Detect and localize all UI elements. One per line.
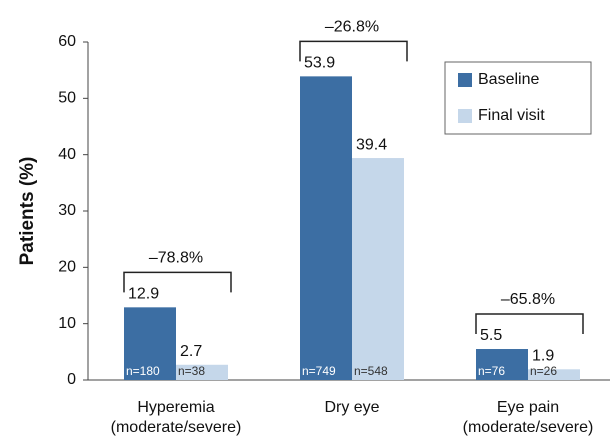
legend-swatch (458, 73, 472, 87)
x-tick-label: Hyperemia (moderate/severe) (110, 399, 242, 436)
change-label: –78.8% (149, 250, 203, 267)
n-label: n=180 (126, 364, 160, 378)
y-tick-label: 50 (58, 90, 76, 107)
value-label: 2.7 (180, 343, 202, 360)
n-label: n=76 (478, 364, 505, 378)
n-label: n=38 (178, 364, 205, 378)
legend-label: Final visit (478, 107, 545, 124)
y-axis-label: Patients (%) (17, 157, 38, 266)
bar (124, 307, 176, 380)
legend-label: Baseline (478, 71, 539, 88)
y-tick-label: 0 (67, 371, 76, 388)
y-tick-label: 10 (58, 315, 76, 332)
value-label: 39.4 (356, 136, 387, 153)
value-label: 12.9 (128, 286, 159, 303)
n-label: n=749 (302, 364, 336, 378)
bar (300, 76, 352, 380)
y-tick-label: 30 (58, 202, 76, 219)
value-label: 53.9 (304, 55, 335, 72)
bar (352, 158, 404, 380)
y-tick-label: 40 (58, 146, 76, 163)
n-label: n=26 (530, 364, 557, 378)
legend-swatch (458, 109, 472, 123)
x-tick-label: Dry eye (324, 399, 380, 416)
change-bracket (299, 40, 408, 62)
change-bracket (123, 271, 232, 293)
y-tick-label: 20 (58, 259, 76, 276)
x-tick-label: Eye pain (moderate/severe) (462, 399, 594, 436)
value-label: 1.9 (532, 348, 554, 365)
bar (476, 349, 528, 380)
change-bracket (475, 313, 584, 335)
change-label: –65.8% (501, 291, 555, 308)
change-label: –26.8% (325, 19, 379, 36)
value-label: 5.5 (480, 327, 502, 344)
bar (528, 369, 580, 380)
bar (176, 364, 228, 380)
n-label: n=548 (354, 364, 388, 378)
y-tick-label: 60 (58, 33, 76, 50)
